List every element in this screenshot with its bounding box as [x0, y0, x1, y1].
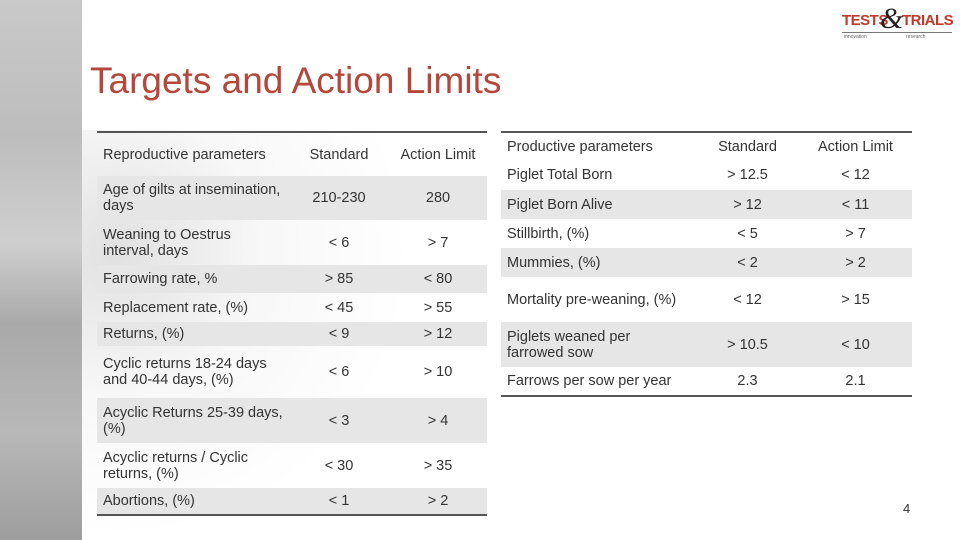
standard-cell: > 85	[289, 265, 389, 293]
column-header: Productive parameters	[507, 138, 653, 155]
standard-cell: > 12	[696, 190, 799, 219]
page-title: Targets and Action Limits	[90, 60, 502, 101]
table-row: Weaning to Oestrus interval, days < 6 > 7	[97, 220, 487, 265]
standard-cell: < 6	[328, 364, 350, 380]
table-row: Farrows per sow per year 2.3 2.1	[501, 367, 912, 396]
parameter-cell: Abortions, (%)	[97, 488, 289, 515]
tests-trials-logo: TESTS & TRIALS innovation research	[842, 2, 954, 40]
logo-subtext-left: innovation	[844, 34, 867, 40]
reproductive-parameters-table: Reproductive parameters Standard Action Li…	[97, 131, 487, 516]
standard-cell: < 12	[733, 291, 762, 308]
table-row: Farrowing rate, % > 85 < 80	[97, 265, 487, 293]
standard-cell: > 10.5	[696, 322, 799, 367]
parameter-cell: Piglet Total Born	[507, 167, 613, 183]
table-header-row: Reproductive parameters Standard Action Li…	[97, 132, 487, 176]
standard-cell: < 1	[289, 488, 389, 515]
parameter-cell: Returns, (%)	[97, 322, 289, 346]
table-row: Age of gilts at insemination, days 210-23…	[97, 176, 487, 220]
action-limit-cell: > 55	[423, 299, 453, 316]
standard-cell: > 12.5	[727, 167, 768, 183]
logo-subtext-right: research	[906, 34, 926, 40]
parameter-cell: Piglet Born Alive	[501, 190, 696, 219]
productive-parameters-table: Productive parameters Standard Action Limi…	[501, 131, 912, 397]
parameter-cell: Piglets weaned per farrowed sow	[501, 322, 696, 367]
logo-underline	[842, 32, 952, 33]
parameter-cell: Mortality pre-weaning, (%)	[507, 291, 677, 308]
action-limit-cell: > 2	[799, 248, 912, 277]
column-header: Reproductive parameters	[103, 146, 266, 163]
standard-cell: 2.3	[737, 373, 758, 389]
page-number: 4	[903, 501, 911, 516]
table-row: Acyclic returns / Cyclic returns, (%) < 3…	[97, 443, 487, 488]
action-limit-cell: < 10	[799, 322, 912, 367]
standard-cell: < 5	[737, 225, 758, 242]
column-header: Action Limit	[400, 146, 476, 163]
parameter-cell: Age of gilts at insemination, days	[97, 176, 289, 220]
parameter-cell: Replacement rate, (%)	[103, 299, 249, 316]
action-limit-cell: < 11	[799, 190, 912, 219]
table-row: Cyclic returns 18-24 days and 40-44 days…	[97, 346, 487, 398]
background-photo	[0, 0, 82, 540]
action-limit-cell: 2.1	[845, 373, 866, 389]
table-header-row: Productive parameters Standard Action Limi…	[501, 132, 912, 160]
parameter-cell: Cyclic returns 18-24 days and 40-44 days…	[103, 356, 267, 388]
action-limit-cell: > 35	[423, 457, 453, 474]
logo-text-tests: TESTS	[842, 12, 888, 29]
action-limit-cell: > 7	[427, 234, 449, 251]
action-limit-cell: > 2	[389, 488, 487, 515]
logo-ampersand: &	[880, 2, 904, 35]
standard-cell: < 3	[289, 398, 389, 443]
standard-cell: < 45	[324, 299, 354, 316]
table-row: Abortions, (%) < 1 > 2	[97, 488, 487, 515]
standard-cell: < 2	[696, 248, 799, 277]
action-limit-cell: > 12	[389, 322, 487, 346]
action-limit-cell: 280	[389, 176, 487, 220]
action-limit-cell: < 80	[389, 265, 487, 293]
standard-cell: 210-230	[289, 176, 389, 220]
action-limit-cell: < 12	[841, 167, 870, 183]
parameter-cell: Mummies, (%)	[501, 248, 696, 277]
table-row: Piglet Total Born > 12.5 < 12	[501, 160, 912, 190]
parameter-cell: Farrowing rate, %	[97, 265, 289, 293]
table-row: Piglet Born Alive > 12 < 11	[501, 190, 912, 219]
logo-text-trials: TRIALS	[902, 12, 954, 29]
table-row: Stillbirth, (%) < 5 > 7	[501, 219, 912, 248]
action-limit-cell: > 10	[423, 364, 453, 380]
table-row: Returns, (%) < 9 > 12	[97, 322, 487, 346]
table-row: Acyclic Returns 25-39 days, (%) < 3 > 4	[97, 398, 487, 443]
table-row: Mortality pre-weaning, (%) < 12 > 15	[501, 277, 912, 322]
column-header: Standard	[718, 138, 777, 155]
table-row: Mummies, (%) < 2 > 2	[501, 248, 912, 277]
table-row: Piglets weaned per farrowed sow > 10.5 < 1…	[501, 322, 912, 367]
action-limit-cell: > 7	[845, 225, 866, 242]
parameter-cell: Acyclic Returns 25-39 days, (%)	[97, 398, 289, 443]
parameter-cell: Acyclic returns / Cyclic returns, (%)	[103, 449, 249, 482]
standard-cell: < 9	[289, 322, 389, 346]
parameter-cell: Weaning to Oestrus interval, days	[103, 226, 231, 259]
table-row: Replacement rate, (%) < 45 > 55	[97, 293, 487, 322]
parameter-cell: Farrows per sow per year	[507, 373, 672, 389]
column-header: Action Limit	[818, 138, 893, 155]
standard-cell: < 30	[324, 457, 354, 474]
column-header: Standard	[309, 146, 369, 163]
action-limit-cell: > 4	[389, 398, 487, 443]
standard-cell: < 6	[328, 234, 350, 251]
parameter-cell: Stillbirth, (%)	[507, 225, 590, 242]
action-limit-cell: > 15	[841, 291, 870, 308]
